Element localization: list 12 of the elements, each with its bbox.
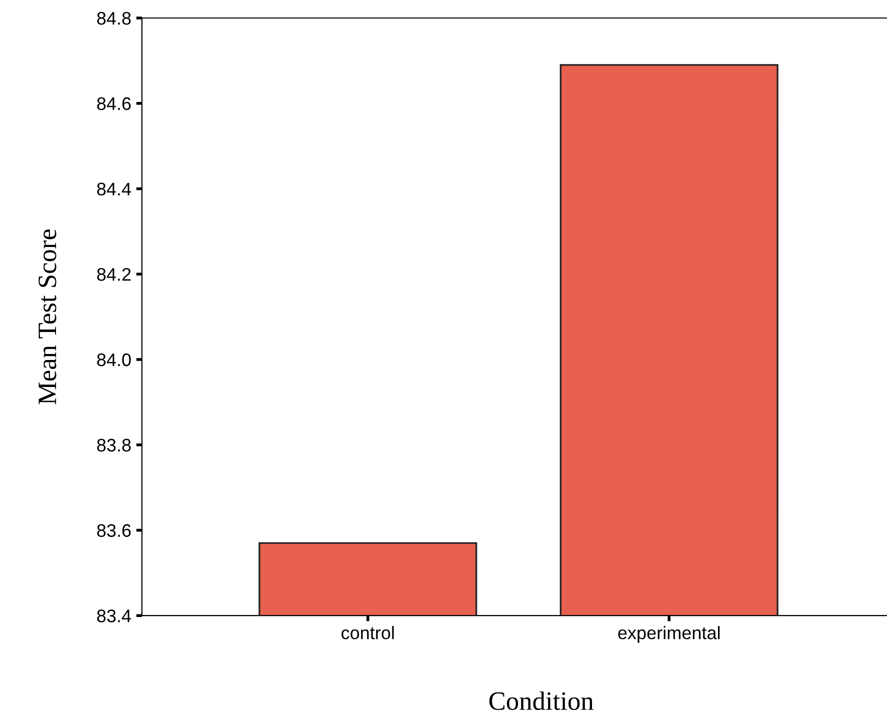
y-tick-label: 84.2 xyxy=(97,268,131,281)
y-tick-label: 84.6 xyxy=(97,97,131,110)
y-tick-label: 84.4 xyxy=(97,182,131,196)
x-axis-title: Condition xyxy=(489,691,594,710)
y-tick-label: 84.0 xyxy=(97,353,131,366)
x-tick-label: experimental xyxy=(618,626,720,643)
y-tick-label: 83.8 xyxy=(97,438,131,452)
y-tick-label: 83.4 xyxy=(97,610,131,622)
y-tick-label: 83.6 xyxy=(97,524,131,537)
y-axis-title: Mean Test Score xyxy=(38,229,56,404)
y-tick-label: 84.8 xyxy=(97,12,131,25)
x-tick-label: control xyxy=(342,626,394,640)
